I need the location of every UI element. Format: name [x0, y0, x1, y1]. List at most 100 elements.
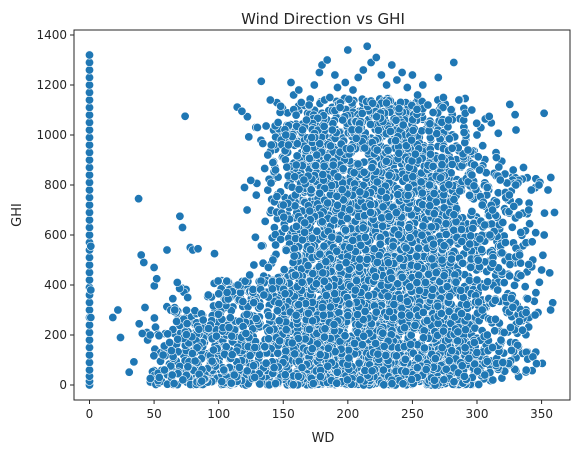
data-point [377, 187, 385, 195]
data-point [448, 346, 456, 354]
data-point [266, 96, 274, 104]
data-point [433, 129, 441, 137]
data-point [243, 367, 251, 375]
data-point [245, 133, 253, 141]
data-point [384, 292, 392, 300]
data-point [491, 296, 499, 304]
data-point [495, 163, 503, 171]
data-point [333, 83, 341, 91]
data-point [85, 328, 93, 336]
data-point [295, 86, 303, 94]
data-point [85, 268, 93, 276]
data-point [368, 367, 376, 375]
data-point [287, 78, 295, 86]
data-point [443, 282, 451, 290]
data-point [373, 146, 381, 154]
data-point [341, 332, 349, 340]
data-point [445, 135, 453, 143]
data-point [246, 351, 254, 359]
data-point [303, 145, 311, 153]
data-point [497, 336, 505, 344]
data-point [379, 366, 387, 374]
data-point [382, 99, 390, 107]
data-point [328, 233, 336, 241]
data-point [382, 157, 390, 165]
data-point [225, 323, 233, 331]
data-point [479, 142, 487, 150]
data-point [440, 376, 448, 384]
data-point [324, 344, 332, 352]
data-point [308, 345, 316, 353]
data-point [413, 278, 421, 286]
data-point [385, 171, 393, 179]
data-point [209, 346, 217, 354]
data-point [281, 371, 289, 379]
data-point [352, 277, 360, 285]
data-point [476, 235, 484, 243]
data-point [305, 101, 313, 109]
data-point [240, 183, 248, 191]
data-point [515, 211, 523, 219]
data-point [267, 141, 275, 149]
data-point [436, 174, 444, 182]
data-point [359, 224, 367, 232]
data-point [85, 306, 93, 314]
data-point [363, 255, 371, 263]
data-point [85, 126, 93, 134]
data-point [419, 81, 427, 89]
data-point [402, 368, 410, 376]
plot-points [85, 42, 558, 389]
data-point [292, 222, 300, 230]
data-point [150, 314, 158, 322]
data-point [251, 373, 259, 381]
data-point [293, 152, 301, 160]
data-point [442, 220, 450, 228]
data-point [290, 252, 298, 260]
data-point [215, 290, 223, 298]
data-point [326, 93, 334, 101]
data-point [309, 269, 317, 277]
data-point [195, 325, 203, 333]
data-point [409, 173, 417, 181]
data-point [392, 136, 400, 144]
data-point [426, 150, 434, 158]
data-point [402, 244, 410, 252]
data-point [409, 126, 417, 134]
data-point [361, 307, 369, 315]
data-point [521, 282, 529, 290]
data-point [155, 332, 163, 340]
data-point [331, 71, 339, 79]
data-point [274, 349, 282, 357]
data-point [405, 223, 413, 231]
data-point [523, 295, 531, 303]
data-point [426, 202, 434, 210]
data-point [364, 292, 372, 300]
data-point [418, 189, 426, 197]
data-point [371, 273, 379, 281]
data-point [274, 118, 282, 126]
data-point [333, 201, 341, 209]
data-point [511, 111, 519, 119]
data-point [369, 99, 377, 107]
data-point [242, 329, 250, 337]
data-point [425, 181, 433, 189]
data-point [376, 240, 384, 248]
data-point [457, 286, 465, 294]
data-point [85, 351, 93, 359]
data-point [424, 101, 432, 109]
data-point [306, 245, 314, 253]
data-point [262, 359, 270, 367]
data-point [114, 306, 122, 314]
data-point [262, 122, 270, 130]
data-point [445, 357, 453, 365]
data-point [264, 263, 272, 271]
data-point [420, 344, 428, 352]
data-point [388, 61, 396, 69]
data-point [357, 241, 365, 249]
data-point [227, 379, 235, 387]
data-point [252, 191, 260, 199]
data-point [280, 213, 288, 221]
data-point [266, 326, 274, 334]
data-point [421, 278, 429, 286]
data-point [419, 222, 427, 230]
